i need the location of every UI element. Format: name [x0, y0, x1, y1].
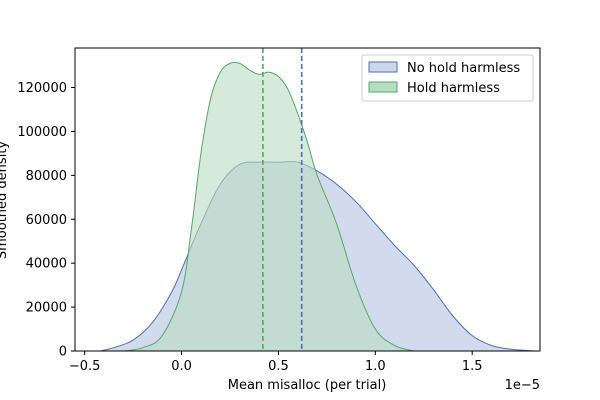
x-tick-label: 1.5	[462, 359, 483, 374]
x-tick-label: 0.5	[268, 359, 289, 374]
y-tick-label: 60000	[26, 213, 67, 228]
y-tick-label: 100000	[17, 125, 67, 140]
mean-lines	[262, 48, 303, 351]
x-axis-ticks: −0.5 0.0 0.5 1.0 1.5	[69, 351, 483, 374]
legend: No hold harmless Hold harmless	[361, 54, 534, 102]
legend-swatch-0	[368, 61, 398, 73]
y-tick-label: 20000	[26, 301, 67, 316]
y-tick-label: 40000	[26, 257, 67, 272]
plot-frame	[74, 47, 541, 352]
x-tick-label: 1.0	[365, 359, 386, 374]
legend-box	[361, 54, 534, 102]
legend-swatch-1	[368, 81, 398, 93]
x-offset-label: 1e−5	[505, 378, 540, 393]
x-tick-label: −0.5	[69, 359, 101, 374]
y-tick-label: 0	[59, 345, 67, 360]
legend-label-1: Hold harmless	[407, 81, 500, 96]
y-axis-ticks: 0 20000 40000 60000 80000 100000 120000	[17, 81, 75, 360]
x-tick-label: 0.0	[171, 359, 192, 374]
y-axis-label: Smoothed density	[0, 141, 10, 260]
legend-label-0: No hold harmless	[407, 61, 520, 76]
y-tick-label: 80000	[26, 169, 67, 184]
density-curve-1	[123, 61, 415, 352]
y-tick-label: 120000	[17, 81, 67, 96]
series-layer	[100, 61, 537, 352]
x-axis-label: Mean misalloc (per trial)	[228, 378, 387, 393]
